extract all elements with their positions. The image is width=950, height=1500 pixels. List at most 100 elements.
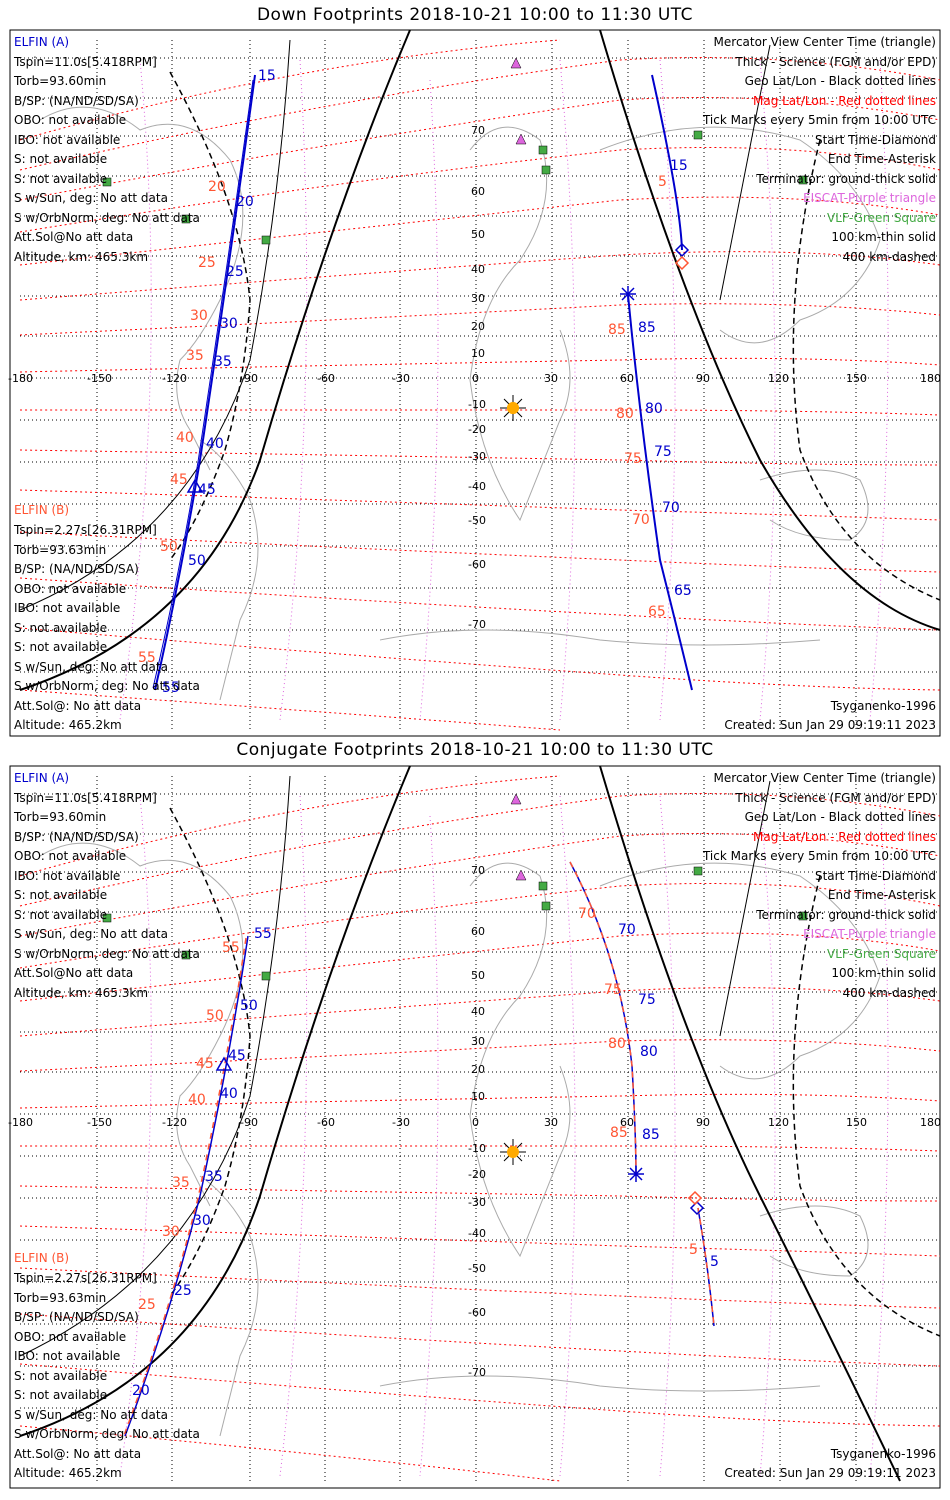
tick-label: 35 [172, 1175, 190, 1191]
lon-label: -30 [392, 1116, 410, 1129]
sun-icon [500, 1139, 526, 1165]
lat-label: -30 [468, 1196, 486, 1209]
tick-label: 50 [188, 553, 206, 569]
lat-label: -70 [468, 618, 486, 631]
info-line: S w/Sun, deg: No att data [14, 191, 168, 205]
tick-label: 25 [198, 255, 216, 271]
tick-label: 55 [162, 680, 180, 696]
lon-label: 150 [846, 372, 867, 385]
elfin-b-track-left [152, 79, 254, 689]
elfin-b-info: ELFIN (B) Tspin=2.27s[26.31RPM] Torb=93.… [13, 503, 200, 732]
center-time-triangle [215, 1056, 233, 1071]
tick-label: 35 [214, 354, 232, 370]
tick-label: 25 [174, 1283, 192, 1299]
tick-label: 80 [640, 1044, 658, 1060]
info-line: OBO: not available [14, 1330, 126, 1344]
lon-label: -90 [240, 1116, 258, 1129]
start-diamond-b [687, 1190, 703, 1206]
tick-label: 25 [226, 264, 244, 280]
lon-label: -120 [162, 1116, 187, 1129]
model-label: Tsyganenko-1996 [830, 699, 936, 713]
tick-labels-a-left: 55 50 45 40 35 30 25 20 [132, 926, 272, 1399]
tick-label: 30 [220, 316, 238, 332]
geo-grid [20, 776, 940, 1481]
legend-item: End Time-Asterisk [828, 888, 936, 902]
info-line: Torb=93.60min [13, 74, 106, 88]
lon-label: 60 [620, 1116, 634, 1129]
lon-label: 90 [696, 1116, 710, 1129]
lon-label: -120 [162, 372, 187, 385]
legend-item: Thick - Science (FGM and/or EPD) [734, 55, 936, 69]
lon-axis-labels: -180 -150 -120 -90 -60 -30 0 30 60 90 12… [8, 372, 941, 385]
info-line: Torb=93.63min [13, 1291, 106, 1305]
info-line: S w/OrbNorm, deg: No att data [14, 947, 200, 961]
legend-item: Terminator: ground-thick solid [755, 172, 936, 186]
lon-label: -150 [87, 372, 112, 385]
legend-item: End Time-Asterisk [828, 152, 936, 166]
legend-item: Tick Marks every 5min from 10:00 UTC [702, 113, 936, 127]
legend-item: Terminator: ground-thick solid [755, 908, 936, 922]
info-line: B/SP: (NA/ND/SD/SA) [14, 94, 139, 108]
info-line: Att.Sol@: No att data [14, 699, 141, 713]
lat-label: -10 [468, 398, 486, 411]
tick-label: 30 [162, 1224, 180, 1240]
legend-item: EISCAT-Purple triangle [803, 927, 936, 941]
map-panel-conjugate: 55 50 45 40 35 30 25 20 55 50 45 40 35 3… [8, 765, 941, 1489]
tick-label: 15 [670, 158, 688, 174]
legend-item: Mercator View Center Time (triangle) [714, 771, 936, 785]
tick-label: 40 [206, 436, 224, 452]
elfin-a-track-left [124, 935, 249, 1437]
elfin-b-track-left [122, 937, 247, 1439]
info-line: Altitude, km: 465.3km [14, 986, 148, 1000]
tick-labels-b-right: 5 85 80 75 70 65 [608, 174, 667, 620]
info-line: S: not available [14, 172, 107, 186]
vlf-squares [102, 866, 808, 981]
info-line: S: not available [14, 640, 107, 654]
lat-label: 10 [471, 347, 485, 360]
lon-label: -60 [317, 1116, 335, 1129]
info-line: S w/OrbNorm, deg: No att data [14, 211, 200, 225]
tick-label: 20 [236, 194, 254, 210]
info-line: S: not available [14, 621, 107, 635]
info-line: Att.Sol@: No att data [14, 1447, 141, 1461]
tick-label: 50 [160, 539, 178, 555]
tick-label: 70 [632, 512, 650, 528]
tick-label: 55 [222, 940, 240, 956]
tick-label: 80 [608, 1036, 626, 1052]
info-line: OBO: not available [14, 113, 126, 127]
tick-label: 5 [710, 1254, 719, 1270]
tick-label: 55 [254, 926, 272, 942]
elfin-a-track-left [154, 74, 256, 691]
lat-label: 40 [471, 1005, 485, 1018]
info-line: Tspin=2.27s[26.31RPM] [13, 1271, 157, 1285]
info-line: B/SP: (NA/ND/SD/SA) [14, 830, 139, 844]
coastlines [39, 106, 881, 701]
info-line: IBO: not available [14, 601, 120, 615]
info-line: S w/Sun, deg: No att data [14, 927, 168, 941]
legend-item: Mag Lat/Lon - Red dotted lines [753, 94, 936, 108]
model-label: Tsyganenko-1996 [830, 1447, 936, 1461]
info-line: S: not available [14, 908, 107, 922]
lat-label: 30 [471, 1035, 485, 1048]
lat-label: 20 [471, 320, 485, 333]
legend-item: Start Time-Diamond [815, 869, 936, 883]
lon-label: 150 [846, 1116, 867, 1129]
center-time-triangle [186, 478, 204, 493]
elfin-b-info: ELFIN (B) Tspin=2.27s[26.31RPM] Torb=93.… [13, 1251, 200, 1480]
terminators [19, 765, 941, 1482]
end-asterisk-a [628, 1166, 644, 1182]
tick-label: 30 [193, 1213, 211, 1229]
tick-label: 5 [658, 174, 667, 190]
tick-labels-a-left: 15 20 25 30 35 40 45 50 55 [162, 68, 276, 696]
lat-label: 60 [471, 185, 485, 198]
lon-label: -30 [392, 372, 410, 385]
lat-axis-labels: 70 60 50 40 30 20 10 -10 -20 -30 -40 -50… [468, 124, 486, 631]
legend-top: Mercator View Center Time (triangle) Thi… [702, 35, 936, 732]
lat-label: -30 [468, 450, 486, 463]
start-diamond-a [689, 1200, 705, 1216]
info-line: Tspin=2.27s[26.31RPM] [13, 523, 157, 537]
lon-label: 120 [768, 1116, 789, 1129]
info-line: Tspin=11.0s[5.418RPM] [13, 791, 157, 805]
info-line: S w/Sun, deg: No att data [14, 1408, 168, 1422]
